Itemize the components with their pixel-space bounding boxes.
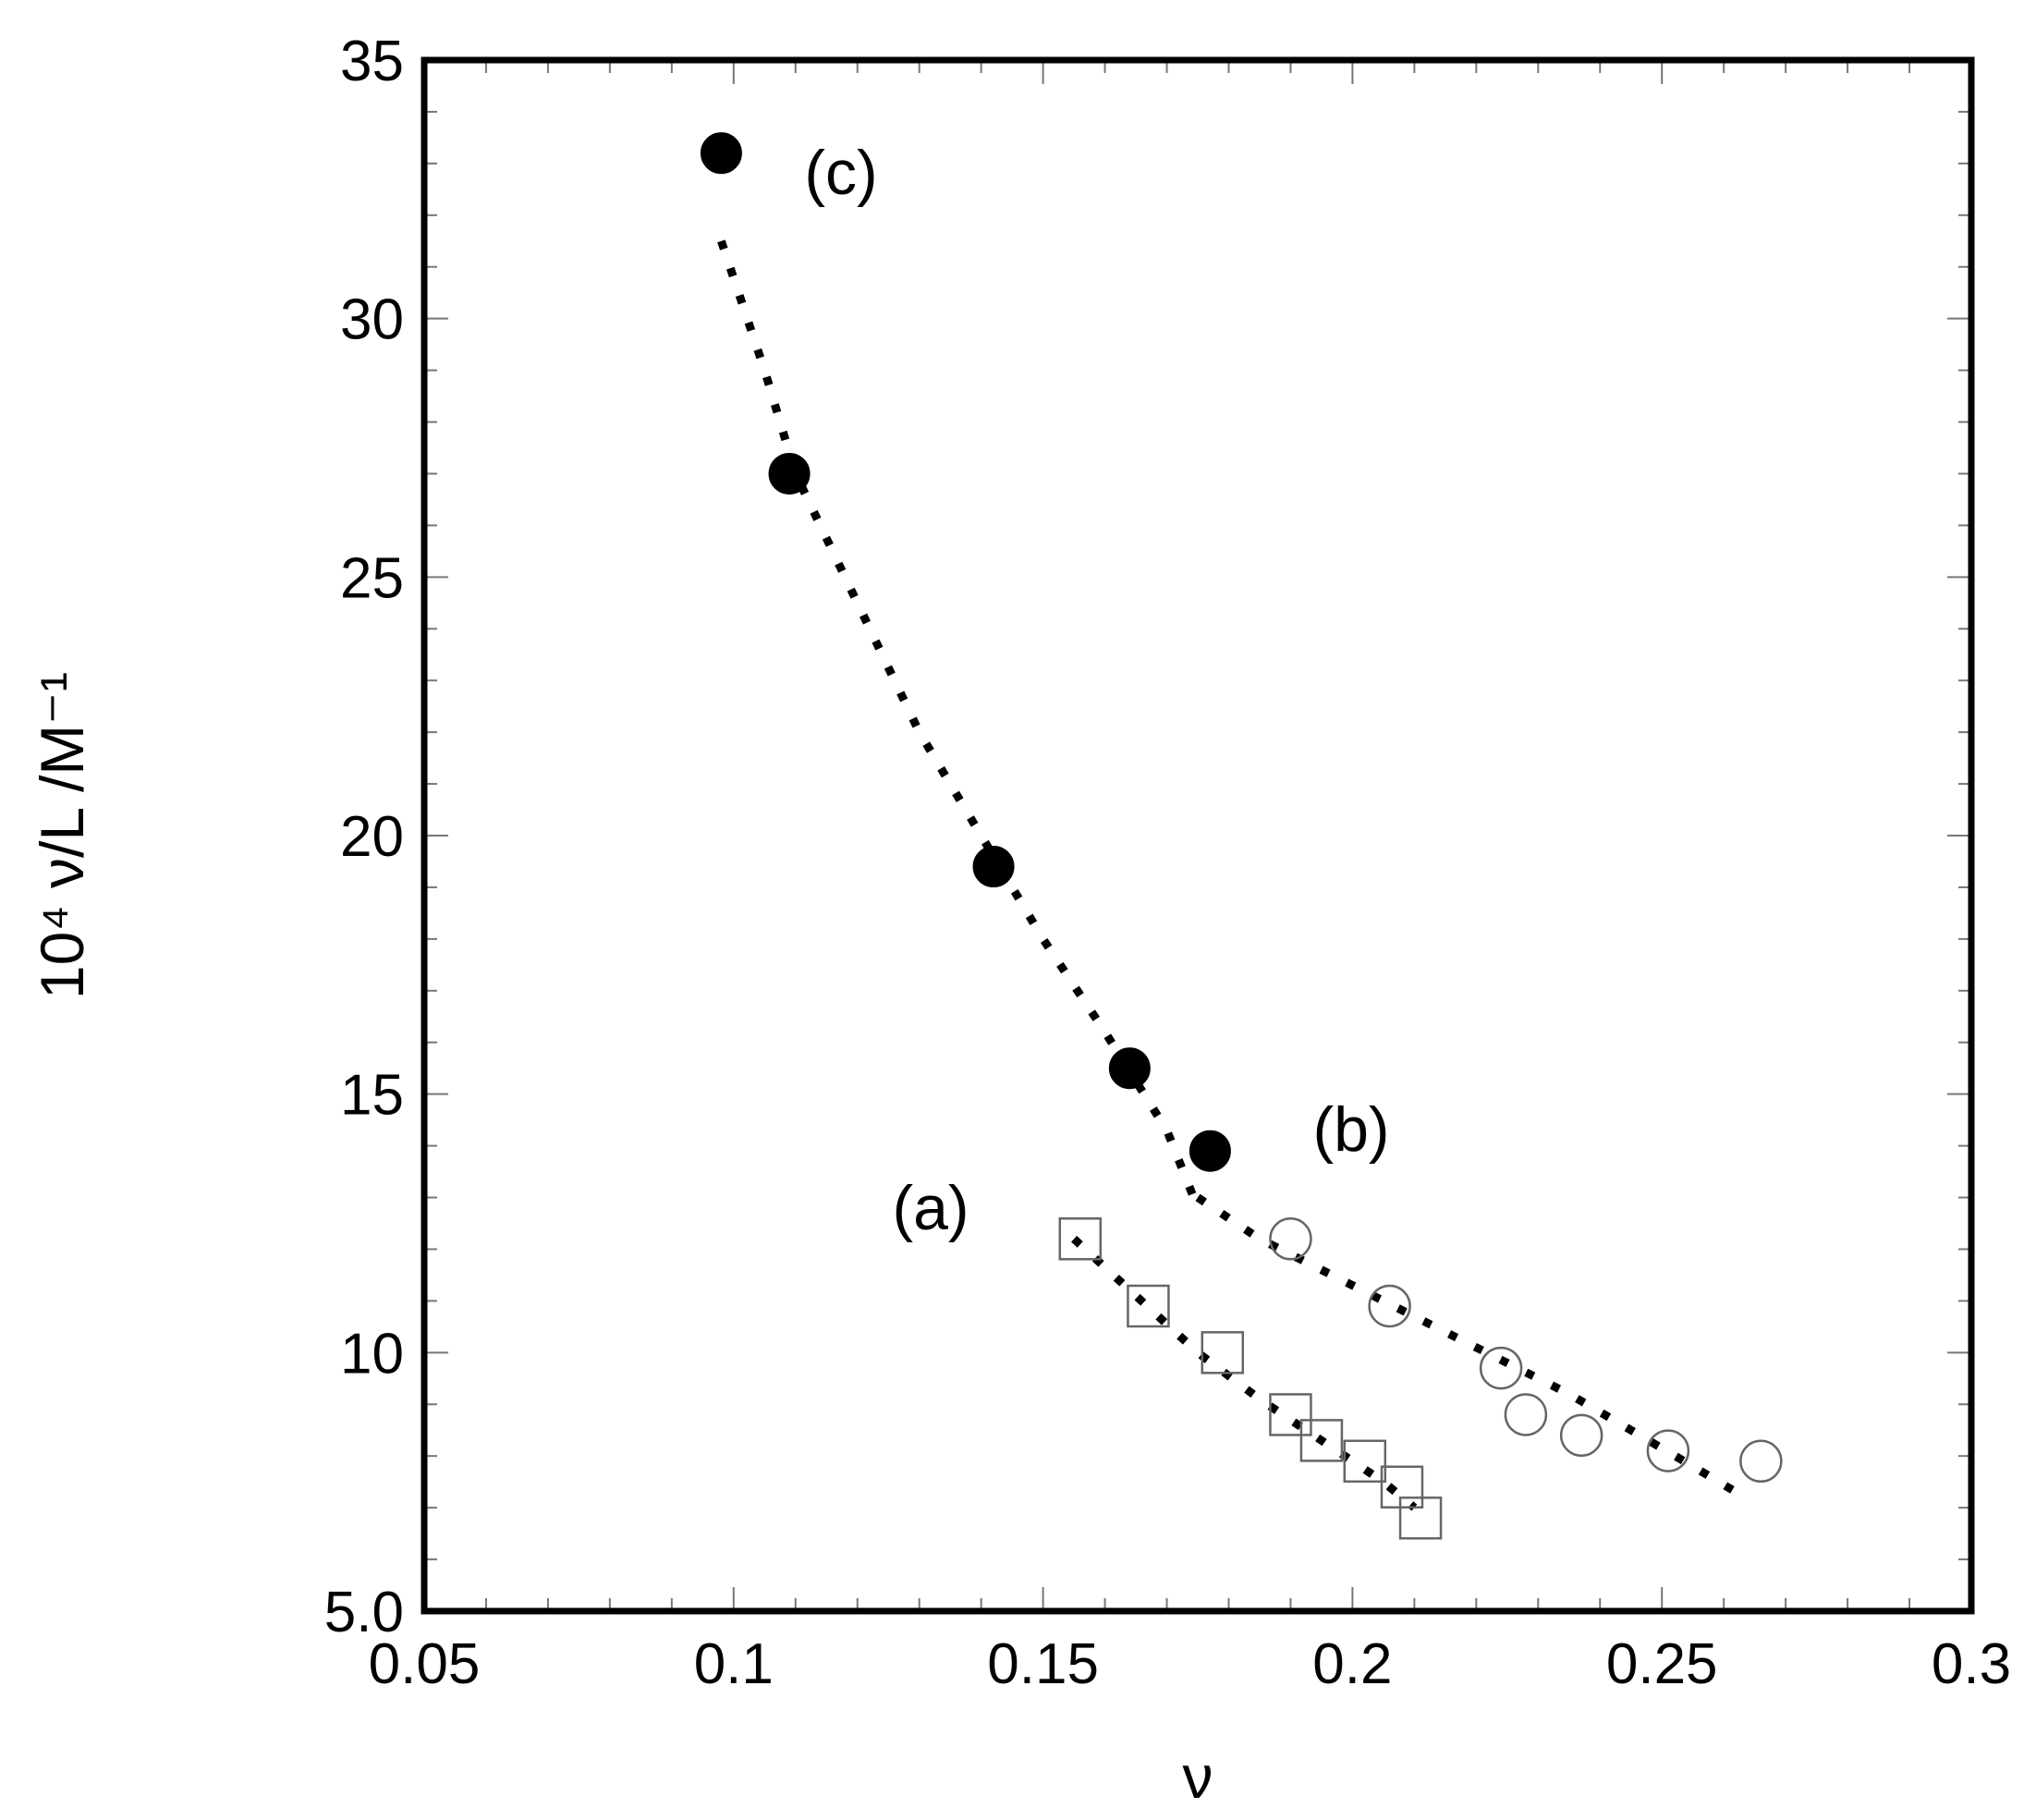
y-tick-label: 25 (340, 546, 404, 610)
x-tick-label: 0.25 (1606, 1632, 1718, 1696)
filled-circle-point (1108, 1047, 1151, 1090)
x-tick-label: 0.2 (1312, 1632, 1392, 1696)
minor-ticks (424, 60, 1971, 1611)
square-point (1380, 1465, 1424, 1509)
square-point (1343, 1439, 1387, 1484)
filled-circle-point (700, 132, 742, 175)
open-circle-point (1269, 1217, 1312, 1261)
filled-circle-point (1189, 1130, 1231, 1172)
open-circle-point (1739, 1439, 1783, 1484)
x-tick-label: 0.1 (694, 1632, 774, 1696)
open-circle-point (1368, 1284, 1411, 1328)
square-point (1201, 1331, 1245, 1374)
y-tick-label: 20 (340, 805, 404, 869)
x-tick-labels: 0.05 0.1 0.15 0.2 0.25 0.3 (369, 1632, 2011, 1696)
series-label-b: (b) (1312, 1094, 1389, 1165)
series-label-c: (c) (804, 138, 877, 208)
y-tick-label: 15 (340, 1064, 404, 1128)
open-circle-point (1479, 1346, 1523, 1390)
major-ticks (423, 59, 1972, 1612)
open-circle-point (1504, 1393, 1548, 1436)
filled-circle-point (972, 846, 1015, 888)
square-point (1127, 1284, 1170, 1328)
x-axis-title: ν (1183, 1742, 1213, 1811)
open-circle-point (1646, 1429, 1690, 1472)
x-tick-label: 0.05 (369, 1632, 481, 1696)
y-tick-label: 35 (340, 30, 404, 93)
x-tick-label: 0.15 (987, 1632, 1099, 1696)
filled-circle-point (768, 452, 811, 495)
y-tick-label: 10 (340, 1322, 404, 1386)
fit-curve-3 (1195, 1193, 1738, 1496)
y-tick-labels: 5.0 10 15 20 25 30 35 (324, 30, 404, 1644)
y-tick-label: 5.0 (324, 1581, 404, 1644)
plot-frame (421, 56, 1975, 1615)
square-point (1058, 1217, 1103, 1261)
square-point (1269, 1393, 1312, 1436)
y-axis-title: 10⁴ ν/L /M⁻¹ (28, 672, 96, 999)
square-point (1299, 1419, 1344, 1462)
series-label-a: (a) (892, 1173, 969, 1243)
open-circle-point (1559, 1413, 1603, 1458)
x-tick-label: 0.3 (1932, 1632, 2011, 1696)
fit-lines (717, 239, 1738, 1511)
square-point (1398, 1496, 1443, 1540)
data-points (700, 132, 1783, 1540)
y-tick-label: 30 (340, 288, 404, 352)
fit-curve-1 (1071, 1235, 1418, 1511)
